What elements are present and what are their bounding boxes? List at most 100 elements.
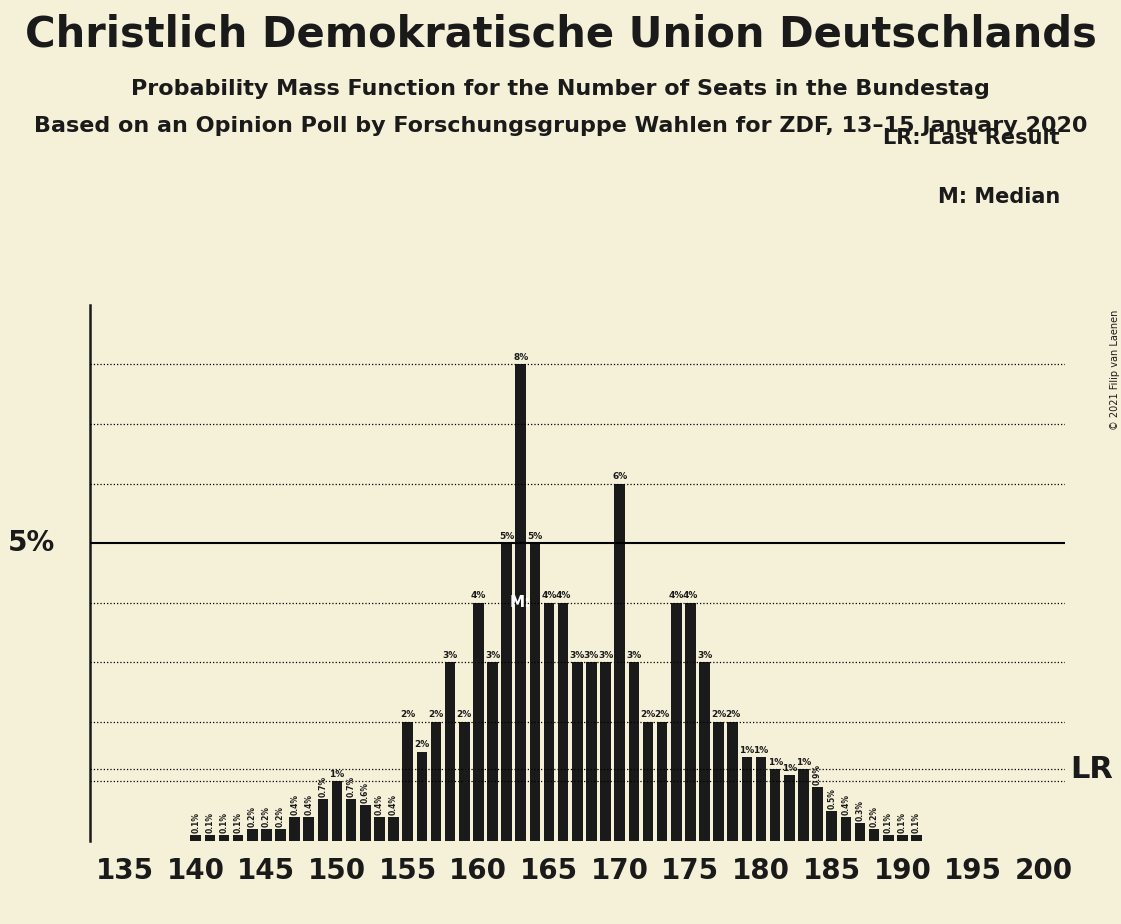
Text: 5%: 5% xyxy=(499,531,515,541)
Text: 0.2%: 0.2% xyxy=(248,806,257,827)
Text: 0.1%: 0.1% xyxy=(205,811,214,833)
Bar xyxy=(458,722,470,841)
Text: 0.6%: 0.6% xyxy=(361,782,370,803)
Text: M:: M: xyxy=(510,595,531,610)
Bar xyxy=(204,835,215,841)
Bar xyxy=(191,835,201,841)
Text: 0.1%: 0.1% xyxy=(883,811,892,833)
Bar xyxy=(501,543,512,841)
Text: © 2021 Filip van Laenen: © 2021 Filip van Laenen xyxy=(1111,310,1120,430)
Bar xyxy=(402,722,413,841)
Bar xyxy=(332,782,342,841)
Bar xyxy=(275,829,286,841)
Text: 2%: 2% xyxy=(640,711,656,720)
Text: 0.2%: 0.2% xyxy=(276,806,285,827)
Bar xyxy=(784,775,795,841)
Bar xyxy=(826,811,837,841)
Bar xyxy=(614,483,626,841)
Text: 0.4%: 0.4% xyxy=(842,794,851,815)
Text: 0.2%: 0.2% xyxy=(870,806,879,827)
Bar xyxy=(388,817,399,841)
Text: 3%: 3% xyxy=(569,650,585,660)
Bar xyxy=(642,722,654,841)
Bar xyxy=(317,799,328,841)
Text: 0.1%: 0.1% xyxy=(912,811,921,833)
Text: 6%: 6% xyxy=(612,472,628,481)
Bar xyxy=(728,722,738,841)
Text: 3%: 3% xyxy=(627,650,641,660)
Bar xyxy=(841,817,851,841)
Bar xyxy=(756,758,767,841)
Text: 0.5%: 0.5% xyxy=(827,788,836,808)
Text: 2%: 2% xyxy=(655,711,669,720)
Bar xyxy=(700,663,710,841)
Text: Probability Mass Function for the Number of Seats in the Bundestag: Probability Mass Function for the Number… xyxy=(131,79,990,99)
Text: 3%: 3% xyxy=(697,650,712,660)
Text: 0.4%: 0.4% xyxy=(290,794,299,815)
Text: 4%: 4% xyxy=(556,591,571,601)
Text: 4%: 4% xyxy=(471,591,487,601)
Text: 1%: 1% xyxy=(740,746,754,755)
Bar xyxy=(445,663,455,841)
Bar xyxy=(488,663,498,841)
Bar xyxy=(600,663,611,841)
Bar xyxy=(685,602,696,841)
Text: 2%: 2% xyxy=(711,711,726,720)
Text: 5%: 5% xyxy=(527,531,543,541)
Text: 1%: 1% xyxy=(330,770,344,779)
Text: 0.7%: 0.7% xyxy=(318,775,327,796)
Bar xyxy=(586,663,596,841)
Text: 2%: 2% xyxy=(428,711,444,720)
Bar xyxy=(529,543,540,841)
Text: 0.4%: 0.4% xyxy=(374,794,383,815)
Bar xyxy=(346,799,356,841)
Text: 2%: 2% xyxy=(415,740,429,749)
Bar xyxy=(558,602,568,841)
Bar xyxy=(629,663,639,841)
Bar xyxy=(417,751,427,841)
Bar xyxy=(374,817,385,841)
Bar xyxy=(219,835,230,841)
Text: 3%: 3% xyxy=(443,650,457,660)
Bar xyxy=(742,758,752,841)
Text: LR: LR xyxy=(1069,755,1113,784)
Text: 0.1%: 0.1% xyxy=(233,811,242,833)
Bar xyxy=(233,835,243,841)
Text: 1%: 1% xyxy=(781,764,797,773)
Bar xyxy=(473,602,483,841)
Text: 0.2%: 0.2% xyxy=(262,806,271,827)
Bar xyxy=(304,817,314,841)
Text: 3%: 3% xyxy=(584,650,599,660)
Text: 0.4%: 0.4% xyxy=(389,794,398,815)
Bar xyxy=(671,602,682,841)
Text: 2%: 2% xyxy=(725,711,740,720)
Text: 2%: 2% xyxy=(400,711,415,720)
Text: 4%: 4% xyxy=(541,591,557,601)
Text: 1%: 1% xyxy=(768,758,782,767)
Text: 3%: 3% xyxy=(485,650,500,660)
Bar xyxy=(247,829,258,841)
Bar xyxy=(798,770,808,841)
Bar xyxy=(430,722,442,841)
Bar xyxy=(897,835,908,841)
Bar xyxy=(869,829,880,841)
Text: 1%: 1% xyxy=(753,746,769,755)
Text: Based on an Opinion Poll by Forschungsgruppe Wahlen for ZDF, 13–15 January 2020: Based on an Opinion Poll by Forschungsgr… xyxy=(34,116,1087,136)
Text: Christlich Demokratische Union Deutschlands: Christlich Demokratische Union Deutschla… xyxy=(25,14,1096,55)
Text: 0.4%: 0.4% xyxy=(304,794,313,815)
Bar xyxy=(544,602,555,841)
Bar xyxy=(261,829,271,841)
Bar xyxy=(813,787,823,841)
Bar xyxy=(883,835,893,841)
Text: 0.3%: 0.3% xyxy=(855,799,864,821)
Text: 8%: 8% xyxy=(513,353,528,362)
Text: 1%: 1% xyxy=(796,758,812,767)
Bar xyxy=(289,817,300,841)
Text: 2%: 2% xyxy=(456,711,472,720)
Bar xyxy=(854,823,865,841)
Text: M: Median: M: Median xyxy=(938,187,1060,207)
Bar xyxy=(360,805,371,841)
Text: 0.1%: 0.1% xyxy=(898,811,907,833)
Bar xyxy=(713,722,724,841)
Text: 5%: 5% xyxy=(8,529,56,557)
